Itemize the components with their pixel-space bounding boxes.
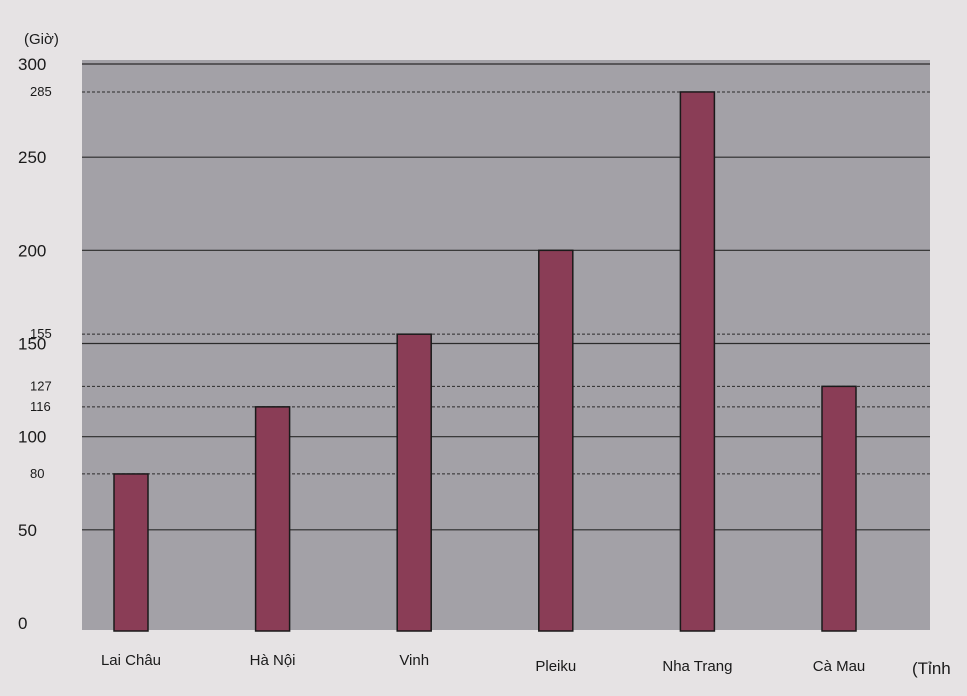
y-tick-label: 200 — [18, 241, 46, 260]
x-axis-unit-label: (Tỉnh — [912, 659, 951, 678]
y-tick-label: 300 — [18, 55, 46, 74]
bar — [396, 333, 432, 632]
x-category-label: Hà Nội — [250, 652, 296, 669]
y-value-tick-label: 155 — [30, 326, 52, 341]
bars — [113, 91, 857, 632]
x-category-labels: Lai Châu Hà Nội Vinh Pleiku Nha Trang Cà Mau — [101, 652, 865, 675]
y-value-tick-label: 285 — [30, 84, 52, 99]
x-category-label: Pleiku — [535, 658, 576, 675]
y-tick-labels: 0 50 100 150 200 250 300 80 116 127 155 285 — [18, 55, 52, 633]
plot-area — [82, 60, 930, 630]
bar — [821, 385, 857, 632]
y-value-tick-label: 80 — [30, 466, 44, 481]
y-tick-label: 50 — [18, 521, 37, 540]
y-value-tick-label: 116 — [30, 399, 51, 414]
x-category-label: Cà Mau — [813, 658, 866, 675]
bar — [113, 473, 149, 632]
y-axis-unit-label: (Giờ) — [24, 31, 59, 48]
gridlines — [82, 63, 930, 531]
bar — [679, 91, 716, 632]
y-value-tick-label: 127 — [30, 378, 52, 393]
x-category-label: Vinh — [399, 652, 429, 669]
y-tick-label: 0 — [18, 614, 27, 633]
x-category-label: Lai Châu — [101, 652, 161, 669]
x-category-label: Nha Trang — [662, 658, 732, 675]
y-tick-label: 150 — [18, 335, 46, 354]
bar — [538, 249, 574, 632]
bar — [254, 406, 291, 632]
y-tick-label: 250 — [18, 148, 46, 167]
y-tick-label: 100 — [18, 428, 46, 447]
